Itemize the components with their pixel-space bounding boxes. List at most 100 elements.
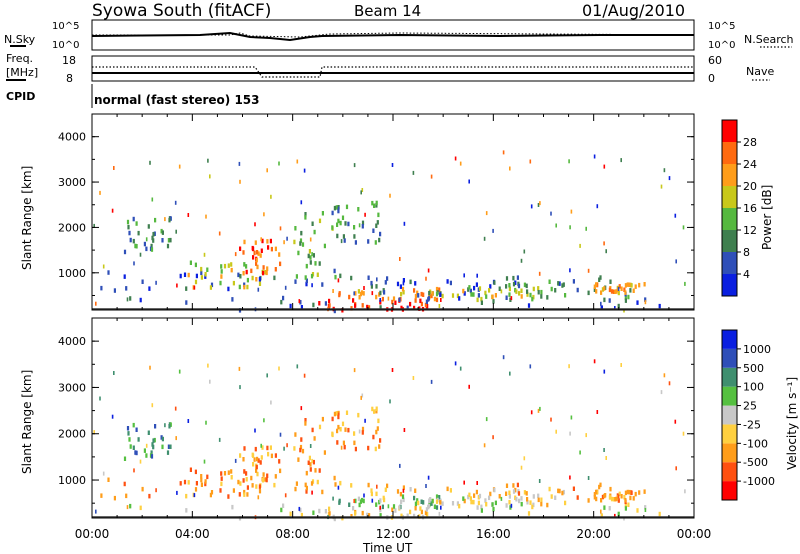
power-scatter-cell [684, 281, 686, 286]
velocity-cell [508, 490, 511, 495]
power-cell [361, 303, 364, 308]
x-tick-label: 00:00 [677, 527, 712, 541]
velocity-cell [608, 495, 611, 500]
power-cell [468, 285, 471, 290]
power-scatter-cell [555, 223, 557, 228]
power-cell [309, 260, 312, 265]
velocity-cell [321, 416, 324, 422]
velocity-scatter-cell [178, 369, 181, 374]
power-cell [509, 297, 512, 302]
velocity-cell [262, 478, 265, 483]
power-scatter-cell [674, 213, 677, 218]
velocity-cell [576, 495, 579, 500]
power-cell [428, 290, 431, 296]
power-cell [492, 299, 495, 304]
power-scatter-cell [174, 200, 177, 205]
velocity-cell [505, 483, 509, 488]
velocity-scatter-cell [371, 498, 374, 503]
velocity-cell [314, 468, 317, 473]
velocity-cell [350, 483, 353, 488]
velocity-cell [305, 489, 308, 494]
velocity-cell [512, 489, 516, 494]
power-cell [206, 267, 209, 272]
power-cell [610, 289, 614, 294]
power-cell [658, 303, 661, 309]
velocity-cell [143, 448, 146, 453]
power-cell [324, 301, 327, 306]
power-cell [458, 296, 461, 301]
velocity-cell [375, 491, 378, 497]
velocity-cell [425, 507, 428, 512]
velocity-scatter-cell [376, 484, 378, 489]
velocity-cell [353, 440, 356, 446]
power-cell [333, 268, 336, 274]
velocity-cell [256, 471, 259, 477]
power-scatter-cell [492, 228, 494, 233]
velocity-cell [357, 412, 360, 418]
velocity-cell [282, 503, 285, 508]
power-colorbar-tick-label: 8 [743, 246, 750, 259]
velocity-cell [386, 483, 389, 489]
power-scatter-cell [620, 158, 622, 163]
power-panel: 1000 2000 3000 4000 Slant Range [km] [20, 113, 695, 314]
velocity-scatter-cell [164, 423, 166, 428]
power-cell [145, 246, 148, 252]
power-cell [123, 249, 127, 255]
velocity-cell [373, 409, 376, 414]
velocity-cell [242, 478, 245, 483]
power-cell [246, 284, 249, 290]
velocity-scatter-cell [617, 494, 620, 499]
velocity-cell [183, 479, 187, 485]
velocity-scatter-cell [620, 363, 622, 367]
power-cell [630, 283, 633, 288]
power-cell [318, 261, 321, 266]
velocity-scatter-cell [298, 506, 301, 511]
velocity-cell [548, 486, 551, 492]
velocity-scatter-cell [332, 496, 334, 501]
power-cell [600, 305, 603, 311]
power-scatter-cell [389, 193, 391, 198]
velocity-cell [129, 503, 132, 509]
power-cell [353, 234, 356, 239]
power-scatter-cell [178, 164, 181, 169]
power-colorbar-tick-label: 16 [743, 202, 757, 215]
velocity-cell [354, 498, 357, 504]
power-cell [143, 241, 146, 247]
power-colorbar-tick-label: 24 [743, 158, 757, 171]
power-cell [419, 298, 422, 304]
power-cell [601, 287, 604, 292]
velocity-cell [634, 491, 637, 497]
power-cell [470, 292, 473, 297]
power-cell [359, 291, 362, 297]
velocity-scatter-cell [684, 489, 686, 494]
power-cell [618, 284, 621, 289]
power-cell [608, 287, 611, 293]
velocity-scatter-cell [145, 443, 148, 448]
velocity-cell [420, 509, 423, 515]
power-cell [357, 207, 360, 212]
power-cell [232, 280, 235, 286]
power-cell [239, 246, 242, 251]
power-colorbar-block [722, 186, 737, 208]
velocity-scatter-cell [257, 495, 260, 500]
power-cell [361, 220, 365, 226]
velocity-scatter-cell [93, 430, 95, 435]
velocity-cell [449, 488, 452, 493]
velocity-cell [600, 513, 603, 519]
velocity-cell [134, 450, 137, 455]
velocity-cell [123, 481, 126, 487]
power-cell [223, 263, 227, 269]
velocity-cell [361, 510, 364, 516]
power-cell [614, 289, 617, 294]
power-cell [433, 296, 436, 302]
power-cell [361, 224, 364, 229]
velocity-cell [419, 506, 422, 511]
power-cell [409, 279, 412, 285]
velocity-scatter-cell [102, 471, 105, 476]
velocity-scatter-cell [454, 361, 457, 366]
velocity-cell [480, 508, 483, 513]
velocity-cell [308, 455, 311, 461]
velocity-cell [267, 451, 270, 457]
power-cell [480, 300, 483, 305]
velocity-scatter-cell [485, 417, 488, 422]
